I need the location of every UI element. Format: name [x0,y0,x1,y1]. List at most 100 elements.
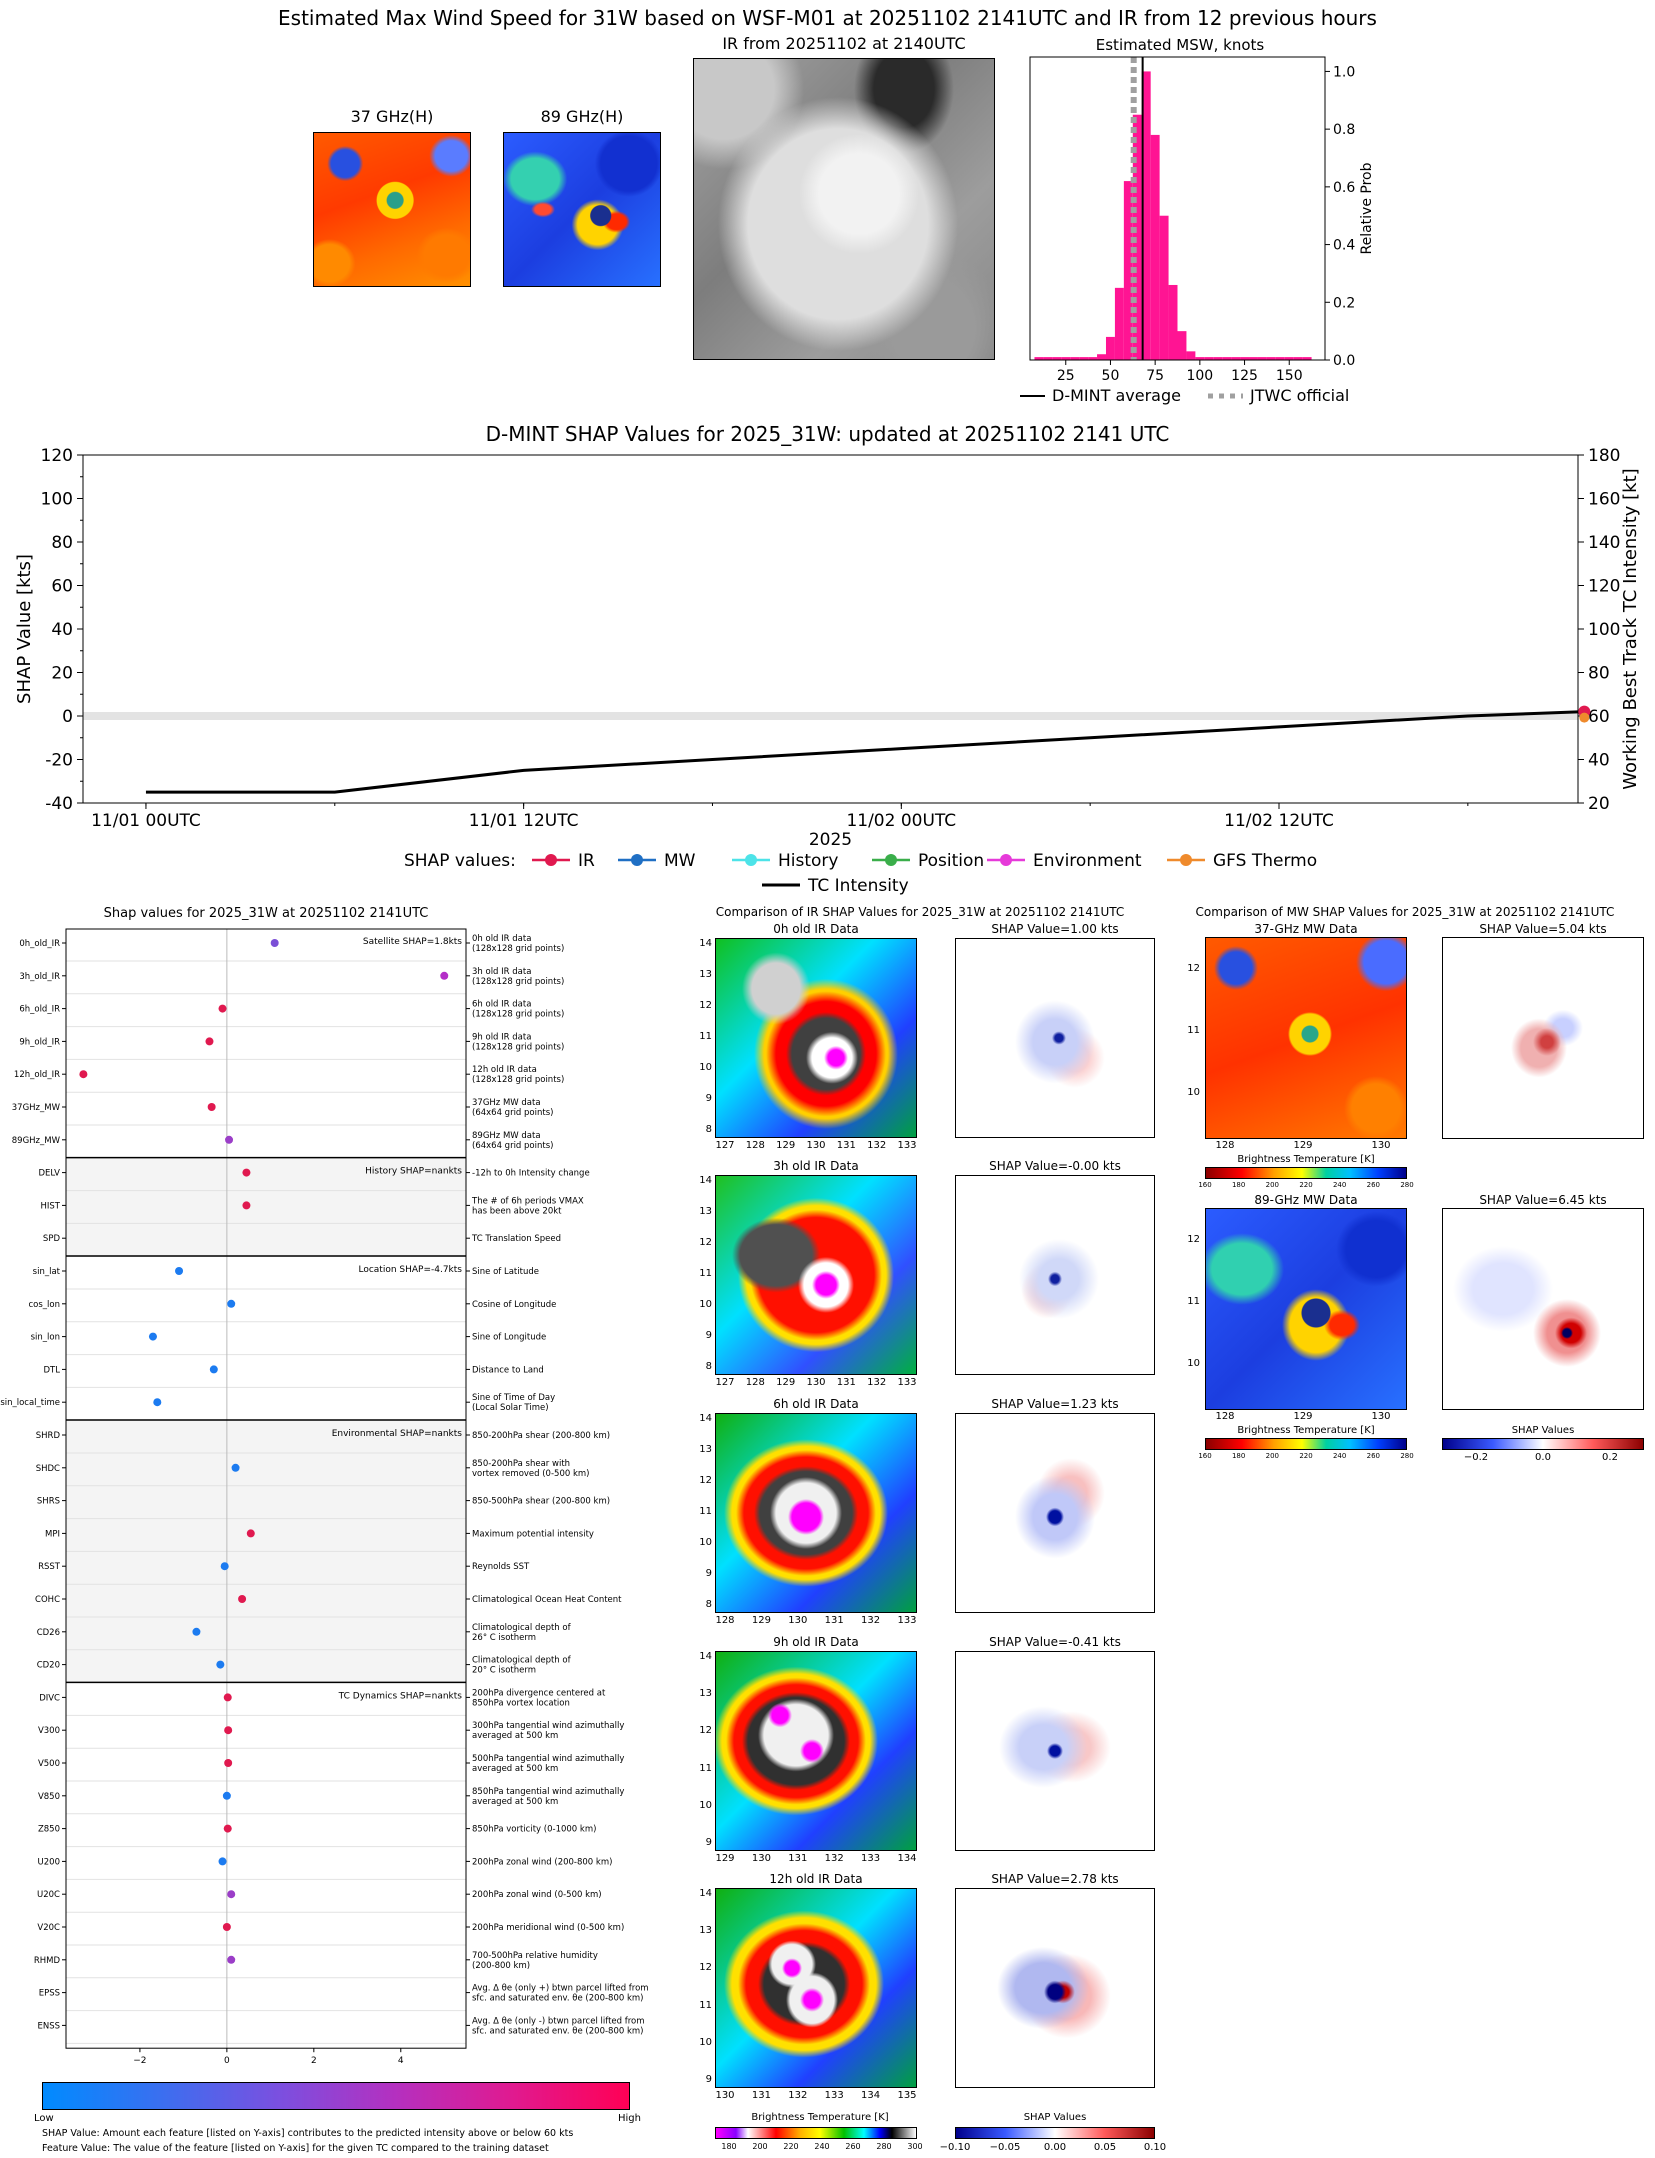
legend-marker-3 [885,854,897,866]
feature-name: V500 [38,1759,60,1769]
feature-desc: Climatological depth of [472,1623,572,1633]
ir-y-tick-label: 9 [705,2074,712,2085]
ir-y-tick-label: 11 [699,1762,712,1774]
feature-desc: 850-200hPa shear (200-800 km) [472,1431,610,1441]
feature-name: sin_lat [33,1267,61,1277]
mw-y-tick-label: 11 [1187,1025,1200,1036]
timeline-y2-tick-label: 20 [1588,794,1610,814]
feature-desc: averaged at 500 km [472,1797,558,1807]
histogram-bar [1293,357,1303,360]
shap-colorbar-label: SHAP Values [1023,2112,1087,2123]
feature-name: ENSS [37,2021,60,2031]
histogram-bar [1061,357,1071,360]
ir-row-label: 6h old IR Data [773,1397,859,1411]
histogram-bar [1284,357,1294,360]
legend-label-2: History [778,851,838,871]
tc-intensity-line [145,710,1585,794]
timeline-y-tick-label: -40 [45,794,73,814]
ir-x-tick-label: 129 [715,1853,735,1864]
feature-desc: Sine of Time of Day [472,1393,555,1403]
ir-y-tick-label: 11 [699,1031,712,1042]
timeline-y-tick-label: 0 [62,707,73,727]
ir-x-tick-label: 129 [776,1140,796,1151]
legend-jtwc-label: JTWC official [1249,386,1349,405]
feature-name: DIVC [39,1693,60,1703]
ir-row-image [715,1888,917,2088]
histogram-bar [1052,357,1062,360]
histogram-bar [1105,336,1115,360]
ir-x-tick-label: 130 [751,1853,771,1864]
ir-x-tick-label: 134 [897,1853,917,1864]
ir-y-tick-label: 12 [699,1237,712,1248]
group-label: History SHAP=nankts [365,1167,462,1177]
ir-y-tick-label: 11 [699,1506,712,1517]
feature-name: HIST [41,1201,61,1211]
feature-name: CD20 [37,1661,60,1671]
ir-row-shap-map [955,1175,1155,1375]
ir-y-tick-label: 13 [699,969,712,980]
timeline-y2-tick-label: 160 [1588,490,1620,510]
feature-desc: 37GHz MW data [472,1098,541,1108]
mw-bt-tick-label: 220 [1299,1452,1313,1460]
histogram-bar [1302,357,1312,360]
mw37-panel-label: 37-GHz MW Data [1254,922,1358,936]
ir-row-label: 12h old IR Data [769,1872,863,1886]
ir-y-tick-label: 14 [699,1888,712,1899]
histogram-bar [1213,357,1223,360]
ir-y-tick-label: 13 [699,1688,712,1700]
feature-name: 12h_old_IR [14,1070,60,1080]
mw-y-tick-label: 10 [1187,1358,1200,1369]
histogram-bar [1150,134,1160,360]
feature-name: 6h_old_IR [19,1005,60,1015]
ir-row-shap-map [955,1888,1155,2088]
feature-desc: 700-500hPa relative humidity [472,1951,598,1961]
ir-row-image [715,1413,917,1613]
msw-y-tick-label: 0.2 [1333,295,1355,311]
feature-name: EPSS [39,1989,60,1999]
histogram-bar [1132,114,1142,360]
ir-y-tick-label: 10 [699,1799,712,1811]
mw37-image [313,132,471,287]
note-feature-value: Feature Value: The value of the feature … [42,2143,549,2154]
ir-x-tick-label: 131 [836,1140,856,1151]
ir-row-image [715,1651,917,1851]
ir-x-tick-label: 131 [751,2090,771,2101]
feature-name: U20C [37,1890,60,1900]
zero-band [83,712,1578,720]
ir-row-shap-map [955,1651,1155,1851]
feature-desc: (128x128 grid points) [472,944,564,954]
shap-dot [207,1103,216,1111]
ir-title: IR from 20251102 at 2140UTC [722,34,966,53]
legend-marker-4 [1000,854,1012,866]
bt-colorbar [715,2127,917,2139]
mw89-comparison-image [1205,1208,1407,1410]
ir-row-shap-label: SHAP Value=-0.00 kts [989,1159,1121,1173]
ir-y-tick-label: 10 [699,2036,712,2048]
mw89-image [503,132,661,287]
ir-row-shap-label: SHAP Value=1.00 kts [991,922,1119,936]
feature-name: Z850 [38,1825,60,1835]
feature-name: SHRD [36,1431,61,1441]
legend-label-0: IR [578,851,595,871]
feature-name: SHRS [37,1497,60,1507]
histogram-bar [1097,354,1106,360]
feature-name: V300 [38,1726,60,1736]
feature-desc: 200hPa zonal wind (200-800 km) [472,1857,612,1867]
group-label: Location SHAP=-4.7kts [358,1265,462,1275]
feature-name: 0h_old_IR [19,939,60,949]
timeline-y2-tick-label: 120 [1588,577,1620,597]
feature-desc: 26° C isotherm [472,1633,536,1643]
timeline-x-tick-label: 11/01 12UTC [469,811,579,831]
feature-desc: 20° C isotherm [472,1666,536,1676]
histogram-bar [1043,357,1053,360]
legend-label-5: GFS Thermo [1213,851,1317,871]
shap-dot [227,1890,236,1899]
mw-bt-tick-label: 160 [1198,1452,1212,1460]
ir-y-tick-label: 9 [705,1330,712,1341]
msw-y-tick-label: 0.0 [1333,353,1355,369]
shap-tick-label: −0.05 [989,2142,1021,2153]
feature-desc: (128x128 grid points) [472,1042,564,1052]
timeline-y-tick-label: 100 [41,490,73,510]
shap-dot [224,1759,233,1767]
ir-y-tick-label: 12 [699,1475,712,1486]
